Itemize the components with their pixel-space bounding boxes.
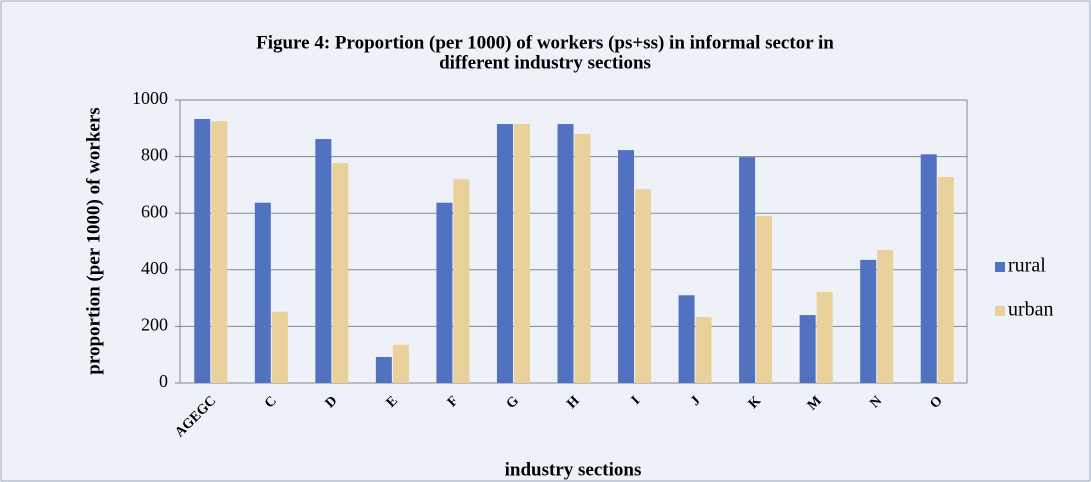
bar xyxy=(513,124,530,384)
bar xyxy=(574,133,591,383)
bar xyxy=(635,189,652,383)
y-tick-label: 0 xyxy=(159,371,168,391)
legend-swatch xyxy=(995,306,1005,316)
bar xyxy=(332,163,349,383)
bar xyxy=(194,118,211,383)
bar xyxy=(816,291,833,383)
legend-swatch xyxy=(995,262,1005,272)
chart-title: Figure 4: Proportion (per 1000) of worke… xyxy=(256,32,834,53)
bar xyxy=(860,259,877,383)
y-tick-label: 200 xyxy=(141,315,168,335)
bar xyxy=(557,124,574,384)
bar xyxy=(799,315,816,383)
y-axis-label: proportion (per 1000) of workers xyxy=(83,107,104,374)
bar xyxy=(453,179,470,383)
y-tick-label: 1000 xyxy=(132,88,168,108)
bar xyxy=(315,139,332,383)
bar xyxy=(877,249,894,383)
bar xyxy=(920,154,937,383)
bar xyxy=(937,176,954,383)
bar xyxy=(756,216,773,383)
bar xyxy=(678,295,695,383)
bar xyxy=(271,311,288,383)
legend-label: urban xyxy=(1008,299,1054,321)
y-tick-label: 600 xyxy=(141,201,168,221)
legend-label: rural xyxy=(1008,255,1046,277)
bar xyxy=(392,344,409,383)
bar xyxy=(496,124,513,384)
chart-title-line: different industry sections xyxy=(439,52,651,73)
bar xyxy=(739,157,756,383)
bar xyxy=(254,202,271,383)
x-axis-label: industry sections xyxy=(505,459,642,480)
bar xyxy=(695,317,712,383)
bar xyxy=(375,356,392,383)
bar xyxy=(211,121,228,383)
bar xyxy=(436,202,453,383)
y-tick-label: 400 xyxy=(141,258,168,278)
y-tick-label: 800 xyxy=(141,145,168,165)
bar xyxy=(618,150,635,383)
